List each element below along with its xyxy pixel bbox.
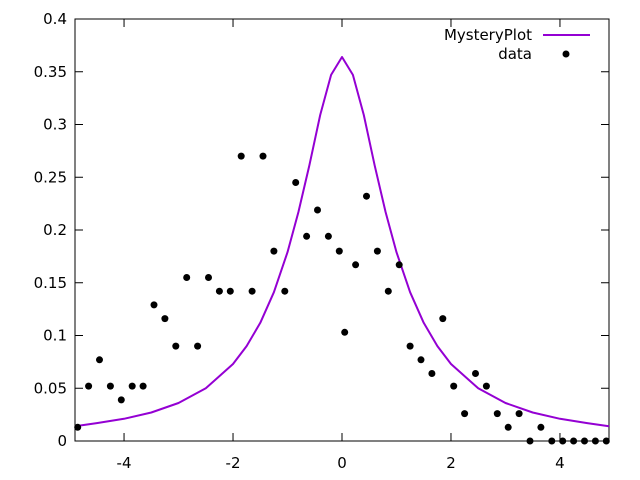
data-point (194, 342, 202, 350)
y-axis: 0 0.05 0.1 0.15 0.2 0.25 0.3 0.35 0.4 (34, 10, 609, 450)
y-tick-label: 0.05 (34, 379, 67, 397)
data-point (106, 382, 114, 390)
data-point (363, 192, 370, 200)
data-point (96, 356, 103, 364)
x-axis: -4 -2 0 2 4 (117, 19, 565, 472)
data-point (303, 232, 311, 240)
data-point (281, 287, 289, 295)
data-point (183, 274, 191, 281)
y-tick-label: 0.25 (34, 168, 67, 186)
data-point (515, 410, 523, 418)
data-point (74, 423, 82, 431)
data-point (139, 382, 147, 390)
legend-label: MysteryPlot (444, 26, 532, 44)
data-point (428, 370, 436, 377)
x-tick-label: 0 (337, 454, 347, 472)
y-tick-label: 0.3 (43, 116, 67, 134)
y-tick-label: 0.2 (43, 221, 67, 239)
data-point (335, 247, 343, 255)
data-point (341, 328, 349, 336)
x-tick-label: -4 (117, 454, 132, 472)
data-point (591, 437, 599, 445)
data-point (461, 410, 469, 418)
data-point (493, 410, 501, 418)
data-point (548, 437, 556, 445)
data-point (161, 315, 169, 323)
data-point (324, 232, 332, 240)
data-point (292, 179, 300, 186)
series-line-mysteryplot (74, 56, 610, 428)
data-point (559, 437, 567, 445)
data-point (270, 247, 278, 255)
data-point (205, 274, 212, 281)
data-point (570, 437, 578, 445)
data-point (395, 261, 403, 269)
data-point (172, 342, 180, 350)
y-tick-label: 0.35 (34, 63, 67, 81)
x-tick-label: 4 (555, 454, 565, 472)
y-tick-label: 0.15 (34, 274, 67, 292)
data-point (417, 356, 425, 364)
data-point (237, 152, 245, 160)
data-point (504, 423, 512, 431)
data-point (373, 247, 381, 255)
data-point (117, 396, 125, 404)
data-point (526, 437, 534, 445)
plot-frame (74, 18, 610, 442)
data-point (439, 315, 447, 323)
data-point (581, 437, 588, 445)
data-point (248, 287, 256, 295)
data-point (128, 382, 136, 390)
legend-label: data (498, 45, 532, 63)
plot-area (74, 56, 610, 445)
data-point (472, 370, 479, 377)
x-tick-label: 2 (446, 454, 456, 472)
data-point (259, 152, 267, 160)
data-point (226, 287, 234, 295)
data-point (450, 382, 458, 390)
legend-swatch-point (562, 50, 570, 58)
data-point (215, 287, 223, 295)
data-point (384, 287, 392, 295)
y-tick-label: 0.4 (43, 10, 67, 28)
data-point (406, 342, 414, 350)
data-point (602, 437, 610, 445)
y-tick-label: 0 (57, 432, 67, 450)
data-point (85, 382, 93, 390)
data-point (314, 206, 321, 214)
y-tick-label: 0.1 (43, 327, 67, 345)
data-point (537, 423, 545, 431)
data-point (352, 261, 360, 269)
x-tick-label: -2 (226, 454, 241, 472)
data-point (150, 301, 158, 309)
data-point (482, 382, 490, 390)
